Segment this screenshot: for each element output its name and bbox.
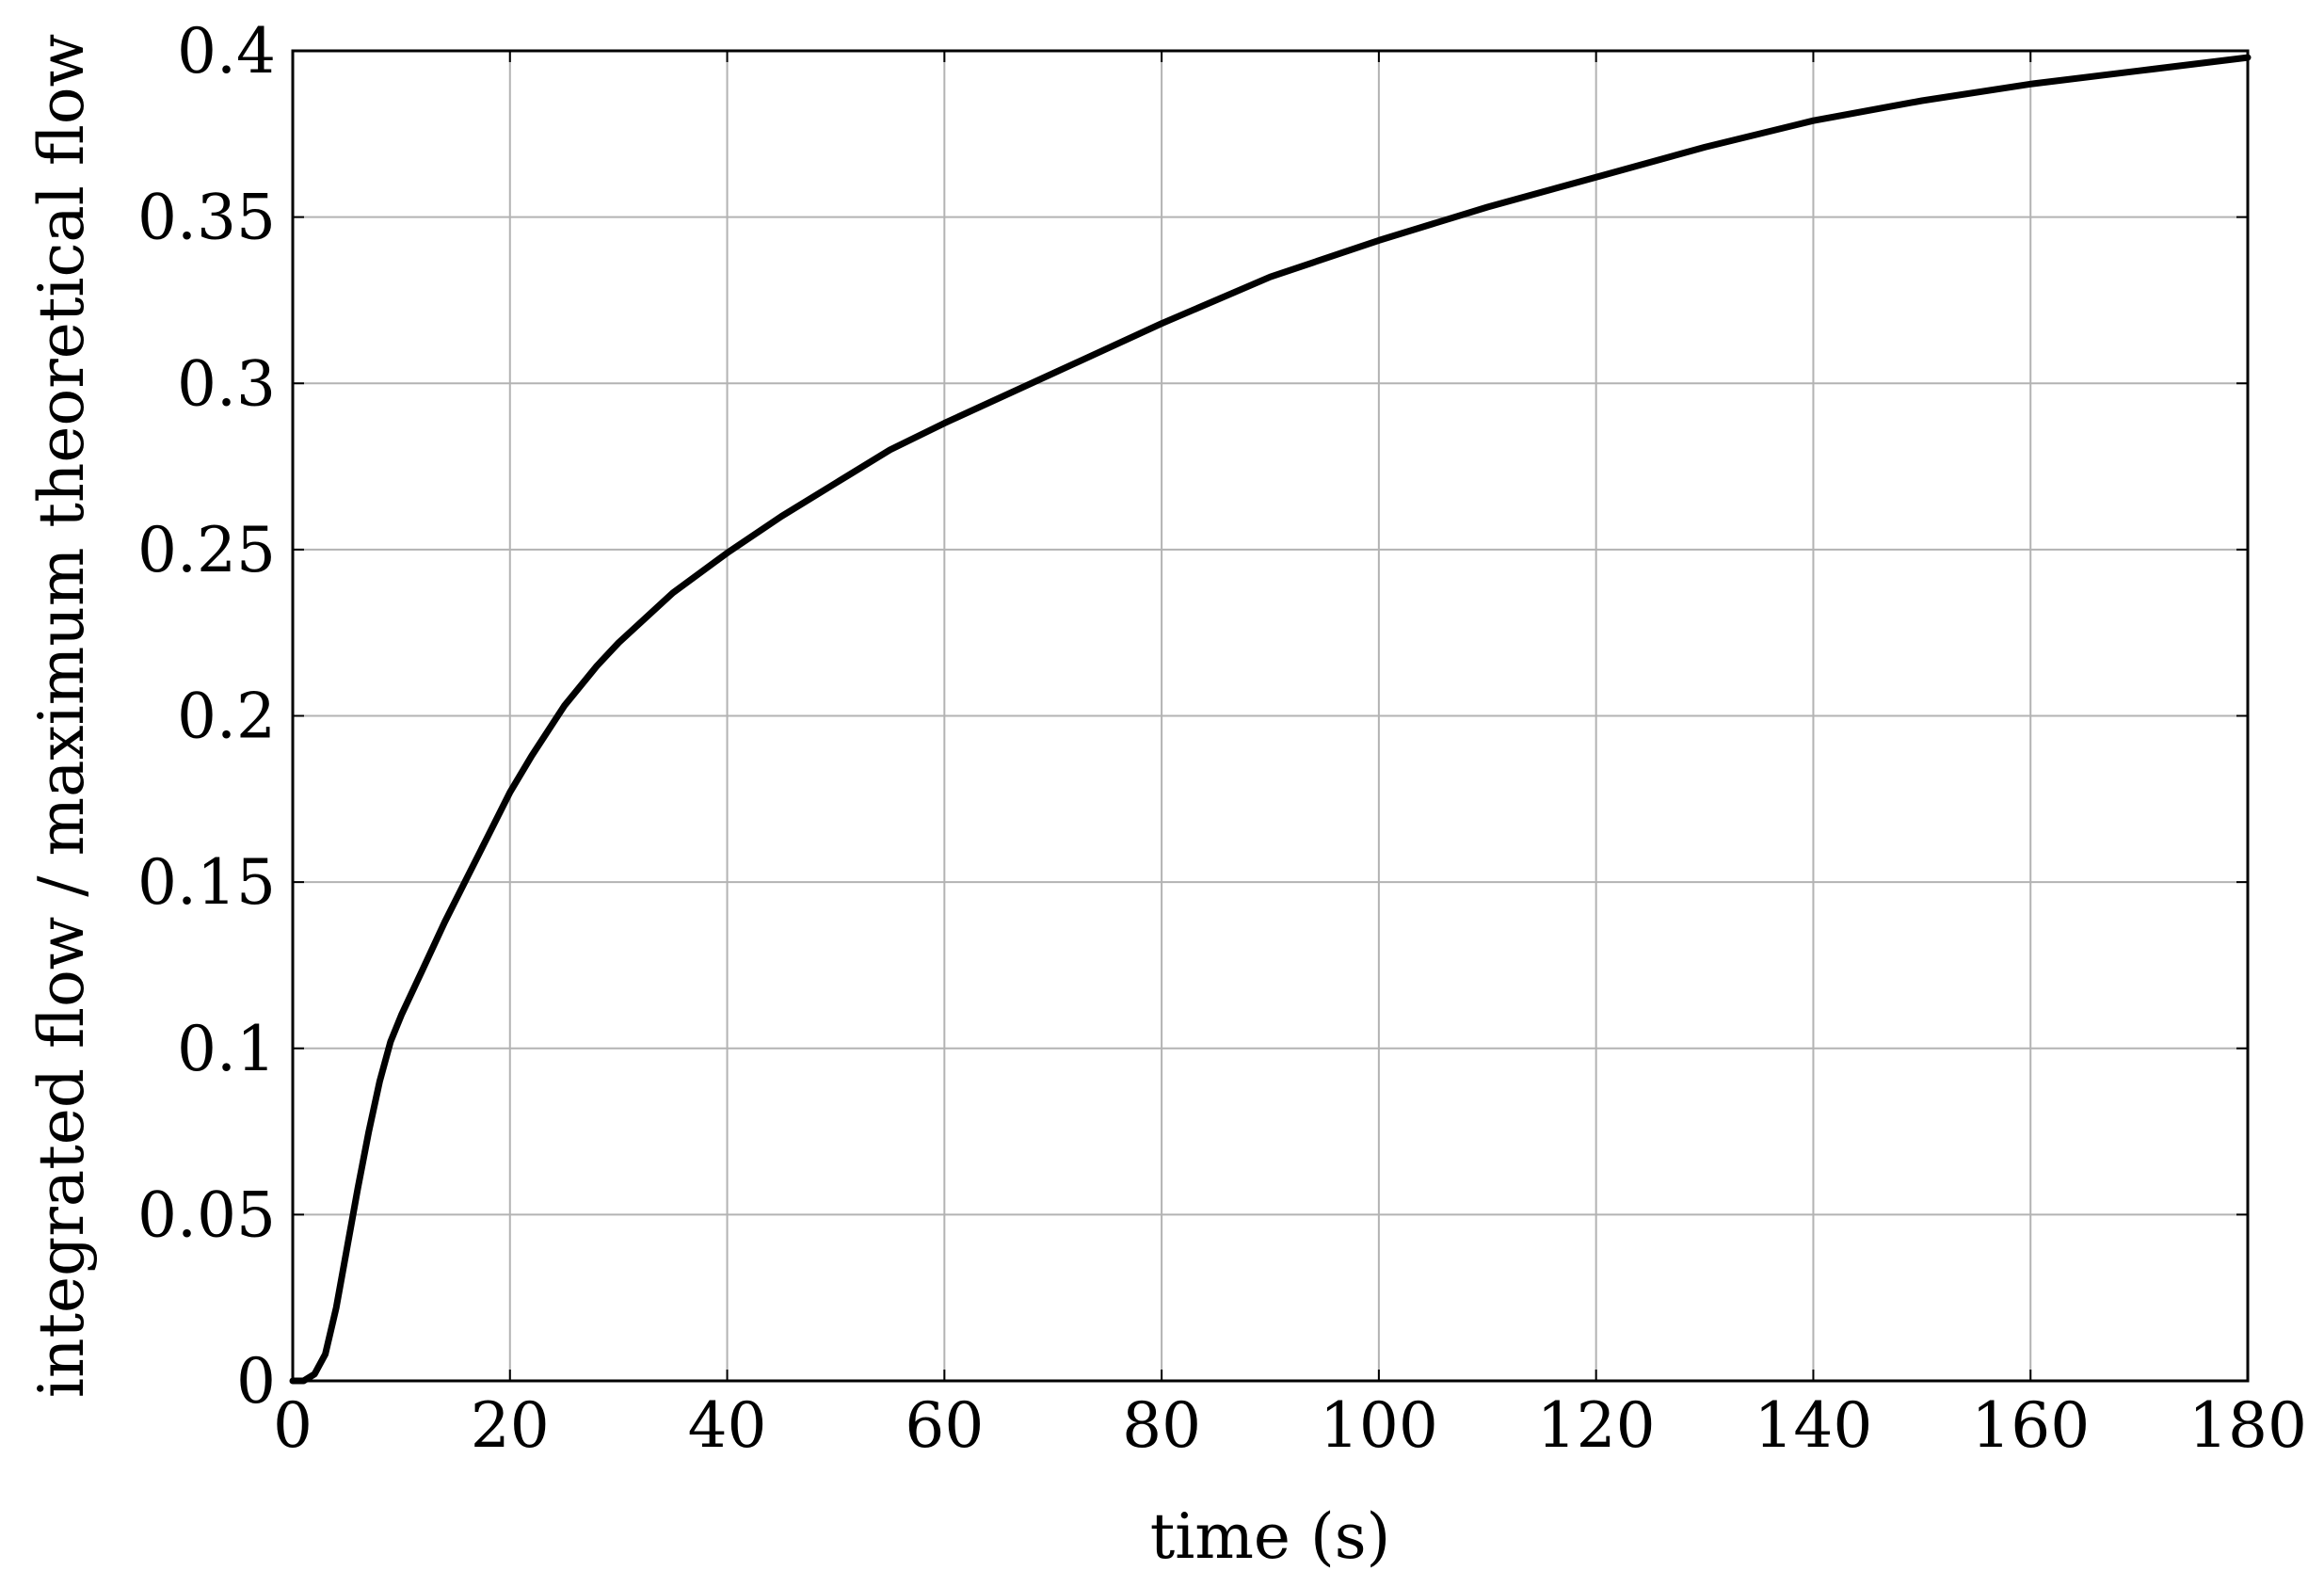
x-tick-label: 100 <box>1320 1389 1438 1462</box>
x-tick-label: 140 <box>1754 1389 1872 1462</box>
y-tick-label: 0 <box>236 1345 276 1418</box>
x-tick-label: 80 <box>1122 1389 1201 1462</box>
x-axis-ticks: 0 20 40 60 80 100 120 140 160 180 <box>273 51 2307 1462</box>
y-tick-label: 0.25 <box>137 514 276 586</box>
y-tick-label: 0.05 <box>137 1178 276 1251</box>
y-tick-label: 0.35 <box>137 182 276 254</box>
x-axis-label: time (s) <box>1150 1500 1391 1573</box>
series-lines <box>289 54 2252 1385</box>
x-tick-label: 0 <box>273 1389 313 1462</box>
x-tick-label: 20 <box>471 1389 550 1462</box>
y-tick-label: 0.15 <box>137 846 276 919</box>
x-tick-label: 160 <box>1971 1389 2090 1462</box>
y-tick-label: 0.3 <box>177 347 276 420</box>
x-tick-label: 120 <box>1537 1389 1656 1462</box>
y-tick-label: 0.2 <box>177 681 276 753</box>
series-line <box>289 54 2252 1385</box>
x-tick-label: 180 <box>2188 1389 2307 1462</box>
y-tick-label: 0.4 <box>177 15 276 88</box>
x-tick-label: 60 <box>905 1389 984 1462</box>
y-axis-ticks: 0 0.05 0.1 0.15 0.2 0.25 0.3 0.35 0.4 <box>137 15 2248 1418</box>
y-axis-label: integrated flow / maximum theoretical fl… <box>25 34 98 1398</box>
grid-lines <box>293 51 2248 1381</box>
y-tick-label: 0.1 <box>177 1013 276 1085</box>
x-tick-label: 40 <box>688 1389 767 1462</box>
